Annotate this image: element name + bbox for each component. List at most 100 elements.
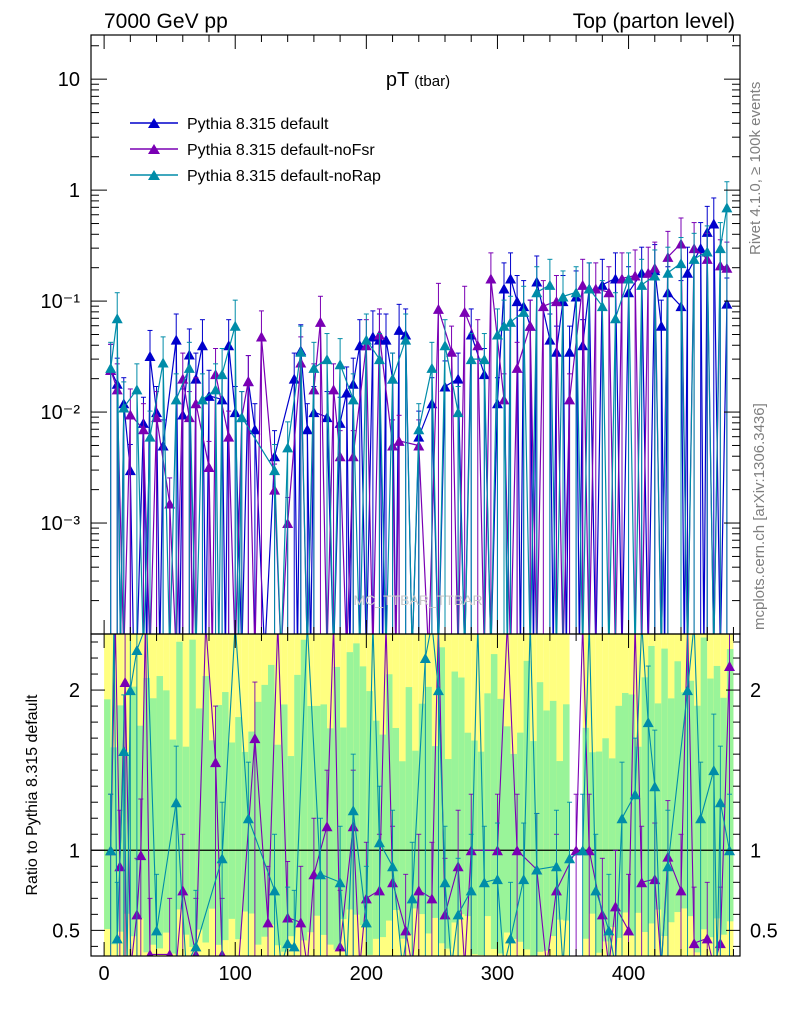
- band-inner-bin: [681, 692, 688, 909]
- ratio-point: [550, 861, 562, 872]
- ratio-point: [190, 941, 202, 952]
- band-inner-bin: [563, 704, 570, 921]
- data-point: [387, 373, 399, 384]
- band-inner-bin: [123, 752, 131, 914]
- data-point: [393, 435, 405, 446]
- data-point: [177, 373, 189, 384]
- ratio-point: [151, 925, 163, 936]
- data-point: [183, 362, 195, 373]
- y-tick-label: 10⁻²: [41, 402, 81, 424]
- y-tick-label: 10: [58, 69, 80, 91]
- ratio-point: [166, 949, 174, 956]
- data-point: [537, 301, 549, 312]
- legend-entry-nofsr: Pythia 8.315 default-noFsr: [130, 142, 375, 159]
- band-inner-bin: [641, 677, 649, 933]
- series-line: [110, 207, 728, 634]
- data-point: [216, 369, 228, 380]
- data-point: [511, 362, 523, 373]
- band-inner-bin: [143, 677, 150, 953]
- ratio-point: [590, 885, 602, 896]
- band-inner-bin: [674, 661, 681, 913]
- band-inner-bin: [549, 700, 557, 937]
- x-tick-label: 200: [350, 963, 383, 985]
- header-left: 7000 GeV pp: [104, 10, 228, 33]
- data-point: [105, 362, 117, 373]
- ratio-point: [439, 877, 451, 888]
- band-inner-bin: [523, 660, 531, 950]
- legend-label-default: Pythia 8.315 default: [187, 116, 329, 133]
- ratio-point: [675, 885, 687, 896]
- rivet-label: Rivet 4.1.0, ≥ 100k events: [747, 82, 764, 255]
- data-point: [662, 267, 674, 278]
- ratio-point: [406, 893, 418, 904]
- ratio-point: [387, 861, 399, 872]
- data-point: [308, 362, 320, 373]
- ratio-point: [111, 933, 123, 944]
- band-inner-bin: [346, 652, 354, 910]
- legend-marker-norap: [148, 170, 160, 180]
- band-inner-bin: [418, 703, 426, 915]
- data-point: [223, 340, 235, 351]
- ratio-point: [216, 853, 228, 864]
- band-inner-bin: [117, 705, 124, 932]
- data-point: [564, 394, 576, 405]
- ratio-point: [596, 909, 608, 920]
- data-point: [400, 334, 412, 345]
- ratio-point: [347, 805, 359, 816]
- data-point: [688, 253, 700, 264]
- data-point: [557, 291, 569, 302]
- data-point: [190, 398, 202, 409]
- band-inner-bin: [458, 677, 465, 915]
- data-point: [524, 320, 536, 331]
- data-point: [301, 424, 313, 435]
- band-inner-bin: [340, 727, 347, 920]
- legend-entry-norap: Pythia 8.315 default-noRap: [130, 168, 381, 185]
- data-point: [636, 279, 648, 290]
- y-tick-label: 10⁻¹: [41, 291, 81, 313]
- band-inner-bin: [209, 740, 216, 909]
- data-point: [505, 273, 517, 284]
- ratio-point: [452, 909, 464, 920]
- data-point: [347, 394, 359, 405]
- band-inner-bin: [182, 746, 190, 935]
- band-inner-bin: [700, 637, 708, 930]
- band-inner-bin: [654, 703, 662, 910]
- ratio-point: [564, 853, 576, 864]
- legend-marker-default: [148, 118, 160, 128]
- data-point: [144, 351, 156, 362]
- ratio-point: [636, 877, 648, 888]
- ratio-point: [413, 885, 425, 896]
- data-point: [544, 279, 556, 290]
- band-inner-bin: [471, 740, 478, 955]
- data-point: [478, 354, 490, 365]
- data-point: [360, 334, 372, 345]
- band-inner-bin: [366, 691, 373, 955]
- band-inner-bin: [608, 758, 616, 928]
- band-inner-bin: [595, 751, 603, 953]
- ratio-point: [282, 938, 294, 949]
- ratio-point: [577, 845, 589, 856]
- header-right: Top (parton level): [573, 10, 735, 33]
- legend-label-norap: Pythia 8.315 default-noRap: [187, 168, 381, 185]
- band-inner-bin: [104, 699, 111, 930]
- data-point: [642, 267, 654, 278]
- data-point: [714, 243, 726, 254]
- band-inner-bin: [287, 756, 295, 937]
- band-inner-bin: [386, 674, 393, 921]
- band-inner-bin: [156, 676, 164, 949]
- data-point: [511, 296, 523, 307]
- ratio-point: [360, 917, 372, 928]
- x-tick-label: 300: [481, 963, 514, 985]
- band-inner-bin: [536, 682, 544, 952]
- band-inner-bin: [490, 654, 498, 950]
- band-inner-bin: [504, 726, 511, 933]
- main-title-text: pT: [386, 69, 409, 91]
- data-point: [196, 394, 208, 405]
- ratio-point: [105, 845, 117, 856]
- ratio-point: [135, 850, 147, 861]
- data-point: [131, 384, 143, 395]
- data-point: [229, 320, 241, 331]
- data-point: [596, 301, 608, 312]
- y-tick-label: 1: [69, 180, 80, 202]
